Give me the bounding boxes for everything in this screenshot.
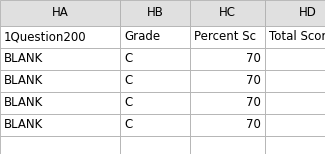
Text: C: C — [124, 97, 132, 109]
Text: C: C — [124, 75, 132, 87]
Bar — [120, 0, 190, 26]
Text: 1Question200: 1Question200 — [4, 30, 87, 43]
Text: BLANK: BLANK — [4, 53, 43, 65]
Bar — [190, 114, 265, 136]
Bar — [0, 92, 120, 114]
Text: BLANK: BLANK — [4, 97, 43, 109]
Text: HD: HD — [299, 6, 317, 20]
Bar — [120, 92, 190, 114]
Bar — [190, 48, 265, 70]
Bar — [0, 0, 120, 26]
Bar — [120, 26, 190, 48]
Bar — [0, 48, 120, 70]
Bar — [190, 92, 265, 114]
Text: C: C — [124, 53, 132, 65]
Text: 70: 70 — [246, 53, 261, 65]
Bar — [0, 70, 120, 92]
Text: BLANK: BLANK — [4, 75, 43, 87]
Bar — [265, 26, 325, 48]
Bar — [190, 70, 265, 92]
Text: 70: 70 — [246, 97, 261, 109]
Text: Grade: Grade — [124, 30, 160, 43]
Bar — [265, 48, 325, 70]
Bar — [190, 136, 265, 154]
Bar — [0, 26, 120, 48]
Bar — [265, 114, 325, 136]
Bar — [120, 114, 190, 136]
Text: 70: 70 — [246, 118, 261, 132]
Text: HA: HA — [52, 6, 68, 20]
Bar — [190, 0, 265, 26]
Text: HB: HB — [147, 6, 163, 20]
Bar — [0, 114, 120, 136]
Bar — [120, 70, 190, 92]
Bar — [265, 70, 325, 92]
Text: Percent Sc: Percent Sc — [194, 30, 256, 43]
Bar — [265, 136, 325, 154]
Text: BLANK: BLANK — [4, 118, 43, 132]
Bar — [120, 48, 190, 70]
Bar — [120, 136, 190, 154]
Bar — [190, 26, 265, 48]
Text: HC: HC — [219, 6, 236, 20]
Text: C: C — [124, 118, 132, 132]
Text: Total Score: Total Score — [269, 30, 325, 43]
Bar — [0, 136, 120, 154]
Bar — [265, 92, 325, 114]
Bar — [265, 0, 325, 26]
Text: 70: 70 — [246, 75, 261, 87]
